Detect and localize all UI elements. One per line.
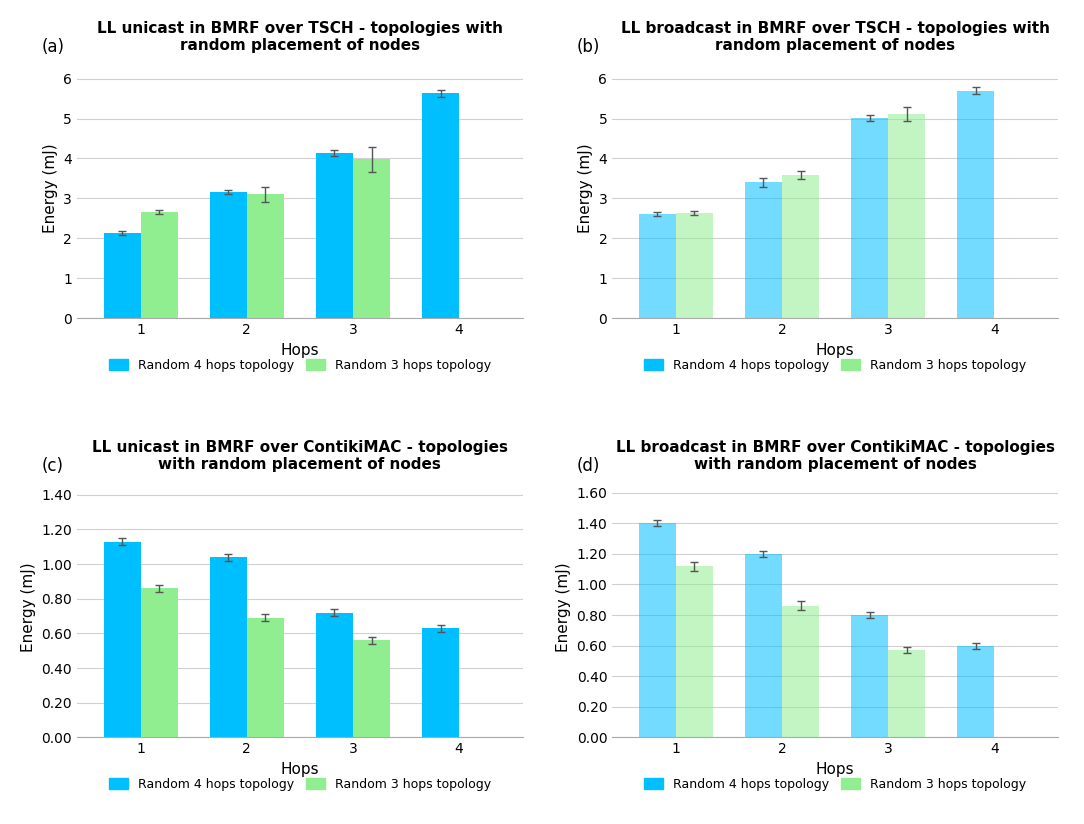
Bar xyxy=(888,650,926,737)
Title: LL unicast in BMRF over TSCH - topologies with
random placement of nodes: LL unicast in BMRF over TSCH - topologie… xyxy=(96,21,503,54)
Bar xyxy=(675,566,713,737)
Bar xyxy=(851,615,888,737)
Bar xyxy=(638,214,675,318)
Bar xyxy=(782,606,820,737)
Title: LL unicast in BMRF over ContikiMAC - topologies
with random placement of nodes: LL unicast in BMRF over ContikiMAC - top… xyxy=(92,440,508,472)
Bar xyxy=(247,194,284,318)
Bar xyxy=(422,628,460,737)
Text: (a): (a) xyxy=(41,38,64,56)
Bar xyxy=(675,213,713,318)
Bar xyxy=(638,523,675,737)
Bar xyxy=(353,159,390,318)
Bar xyxy=(141,588,178,737)
Bar xyxy=(745,554,782,737)
Bar xyxy=(353,640,390,737)
Title: LL broadcast in BMRF over ContikiMAC - topologies
with random placement of nodes: LL broadcast in BMRF over ContikiMAC - t… xyxy=(616,440,1055,472)
Text: (d): (d) xyxy=(577,456,599,475)
Text: (b): (b) xyxy=(577,38,599,56)
Y-axis label: Energy (mJ): Energy (mJ) xyxy=(42,143,57,233)
Bar xyxy=(782,176,820,318)
Bar xyxy=(104,541,141,737)
Bar xyxy=(315,612,353,737)
Bar xyxy=(209,557,247,737)
X-axis label: Hops: Hops xyxy=(816,761,854,777)
Bar xyxy=(141,213,178,318)
Y-axis label: Energy (mJ): Energy (mJ) xyxy=(21,563,36,653)
Title: LL broadcast in BMRF over TSCH - topologies with
random placement of nodes: LL broadcast in BMRF over TSCH - topolog… xyxy=(620,21,1049,54)
X-axis label: Hops: Hops xyxy=(281,343,320,358)
Legend: Random 4 hops topology, Random 3 hops topology: Random 4 hops topology, Random 3 hops to… xyxy=(104,354,496,377)
X-axis label: Hops: Hops xyxy=(281,761,320,777)
Bar xyxy=(209,193,247,318)
Bar xyxy=(247,618,284,737)
Legend: Random 4 hops topology, Random 3 hops topology: Random 4 hops topology, Random 3 hops to… xyxy=(104,773,496,796)
Legend: Random 4 hops topology, Random 3 hops topology: Random 4 hops topology, Random 3 hops to… xyxy=(638,354,1031,377)
Legend: Random 4 hops topology, Random 3 hops topology: Random 4 hops topology, Random 3 hops to… xyxy=(638,773,1031,796)
Text: (c): (c) xyxy=(41,456,63,475)
Bar xyxy=(851,118,888,318)
Y-axis label: Energy (mJ): Energy (mJ) xyxy=(578,143,593,233)
Bar xyxy=(888,114,926,318)
Y-axis label: Energy (mJ): Energy (mJ) xyxy=(556,563,571,653)
Bar xyxy=(957,646,994,737)
Bar xyxy=(422,93,460,318)
Bar xyxy=(957,91,994,318)
Bar xyxy=(745,182,782,318)
X-axis label: Hops: Hops xyxy=(816,343,854,358)
Bar xyxy=(104,233,141,318)
Bar xyxy=(315,153,353,318)
